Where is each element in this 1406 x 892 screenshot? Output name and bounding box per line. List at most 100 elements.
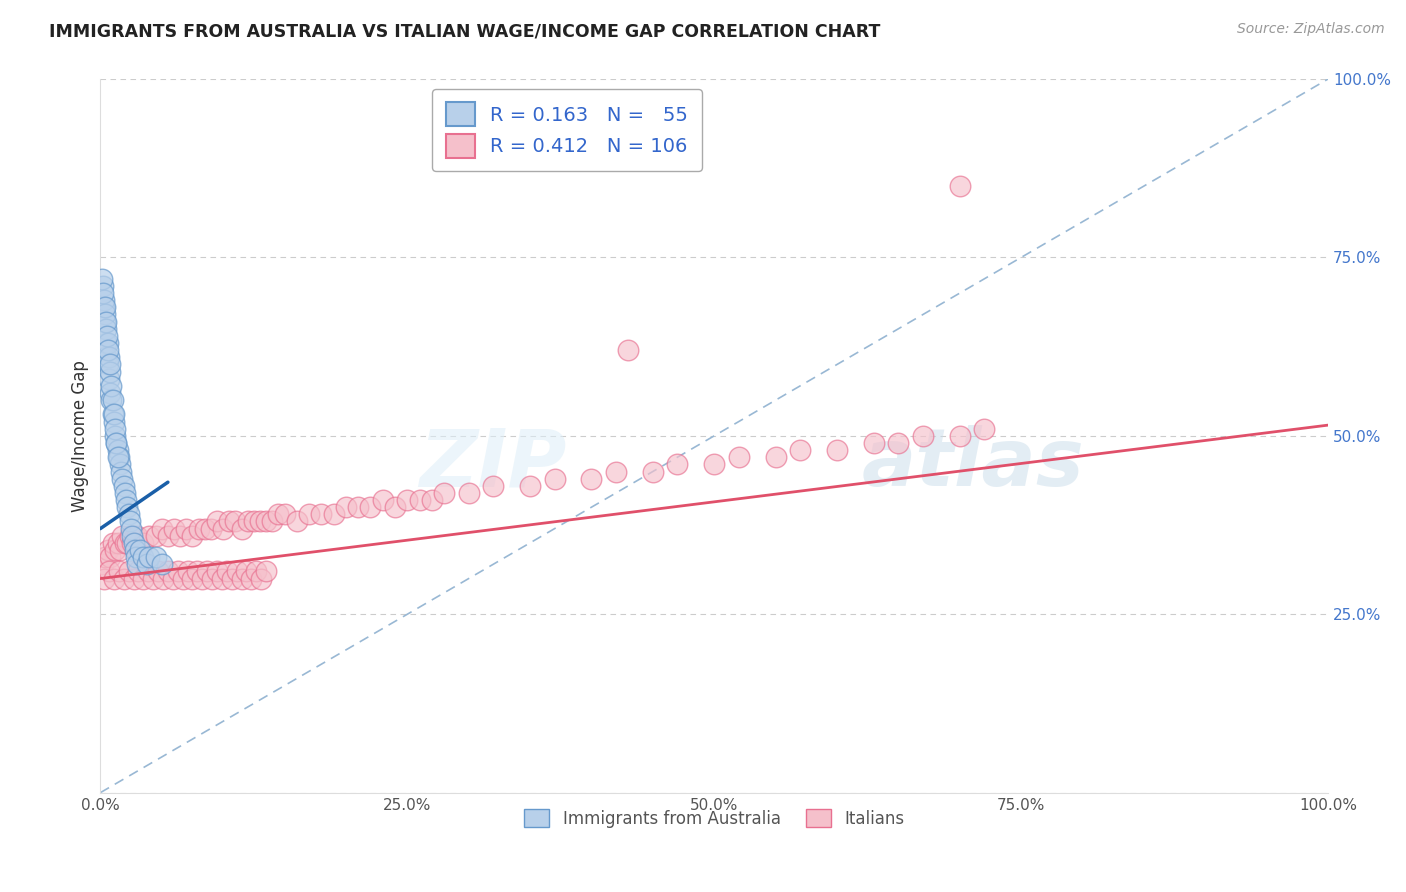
Point xyxy=(172,572,194,586)
Point xyxy=(267,508,290,522)
Point xyxy=(235,565,257,579)
Point xyxy=(169,529,191,543)
Point xyxy=(132,550,155,565)
Point xyxy=(114,536,136,550)
Point xyxy=(482,479,505,493)
Text: atlas: atlas xyxy=(862,425,1084,503)
Point xyxy=(581,472,603,486)
Point xyxy=(91,558,114,572)
Point xyxy=(245,565,267,579)
Point xyxy=(118,529,141,543)
Point xyxy=(825,443,848,458)
Point xyxy=(433,486,456,500)
Point xyxy=(96,322,118,336)
Point xyxy=(187,522,209,536)
Point xyxy=(231,572,253,586)
Legend: Immigrants from Australia, Italians: Immigrants from Australia, Italians xyxy=(517,803,911,834)
Point xyxy=(96,351,118,365)
Point xyxy=(108,543,131,558)
Point xyxy=(973,422,995,436)
Point xyxy=(132,536,155,550)
Point xyxy=(617,343,640,358)
Point xyxy=(911,429,934,443)
Point xyxy=(335,500,357,515)
Point xyxy=(205,565,228,579)
Point xyxy=(243,515,266,529)
Point xyxy=(103,572,125,586)
Point xyxy=(240,572,263,586)
Point xyxy=(176,522,198,536)
Point xyxy=(121,529,143,543)
Point xyxy=(105,436,128,450)
Point xyxy=(97,372,120,386)
Point xyxy=(124,529,146,543)
Point xyxy=(211,572,233,586)
Point xyxy=(519,479,541,493)
Point xyxy=(138,550,160,565)
Point xyxy=(186,565,208,579)
Point xyxy=(115,493,138,508)
Point xyxy=(117,565,139,579)
Point xyxy=(136,558,159,572)
Point xyxy=(97,543,120,558)
Point xyxy=(112,479,135,493)
Point xyxy=(396,493,419,508)
Point xyxy=(145,550,167,565)
Point xyxy=(765,450,787,465)
Point xyxy=(201,572,224,586)
Point xyxy=(93,301,115,315)
Point xyxy=(101,408,124,422)
Point xyxy=(236,515,259,529)
Point xyxy=(949,429,972,443)
Point xyxy=(322,508,344,522)
Point xyxy=(98,386,121,401)
Point xyxy=(150,522,173,536)
Point xyxy=(225,565,247,579)
Point xyxy=(111,529,134,543)
Point xyxy=(249,515,271,529)
Point xyxy=(191,572,214,586)
Point xyxy=(94,550,117,565)
Point xyxy=(100,379,122,393)
Point xyxy=(420,493,443,508)
Point xyxy=(103,415,125,429)
Point xyxy=(98,365,121,379)
Point xyxy=(666,458,689,472)
Point xyxy=(142,572,165,586)
Point xyxy=(641,465,664,479)
Text: IMMIGRANTS FROM AUSTRALIA VS ITALIAN WAGE/INCOME GAP CORRELATION CHART: IMMIGRANTS FROM AUSTRALIA VS ITALIAN WAG… xyxy=(49,22,880,40)
Point xyxy=(262,515,284,529)
Point xyxy=(107,450,129,465)
Point xyxy=(156,529,179,543)
Point xyxy=(150,558,173,572)
Point xyxy=(863,436,886,450)
Point xyxy=(97,358,120,372)
Point xyxy=(94,308,117,322)
Point xyxy=(195,565,218,579)
Point xyxy=(128,543,150,558)
Point xyxy=(107,565,129,579)
Text: ZIP: ZIP xyxy=(419,425,567,503)
Point xyxy=(212,522,235,536)
Point xyxy=(97,351,120,365)
Point xyxy=(94,315,117,329)
Point xyxy=(727,450,749,465)
Point xyxy=(347,500,370,515)
Point xyxy=(457,486,479,500)
Point xyxy=(100,393,122,408)
Y-axis label: Wage/Income Gap: Wage/Income Gap xyxy=(72,359,89,512)
Text: Source: ZipAtlas.com: Source: ZipAtlas.com xyxy=(1237,22,1385,37)
Point xyxy=(101,536,124,550)
Point xyxy=(96,329,118,343)
Point xyxy=(156,565,179,579)
Point xyxy=(117,536,139,550)
Point xyxy=(298,508,321,522)
Point xyxy=(93,572,115,586)
Point xyxy=(107,450,129,465)
Point xyxy=(122,572,145,586)
Point xyxy=(105,436,128,450)
Point xyxy=(543,472,565,486)
Point xyxy=(122,536,145,550)
Point xyxy=(145,529,167,543)
Point xyxy=(107,536,129,550)
